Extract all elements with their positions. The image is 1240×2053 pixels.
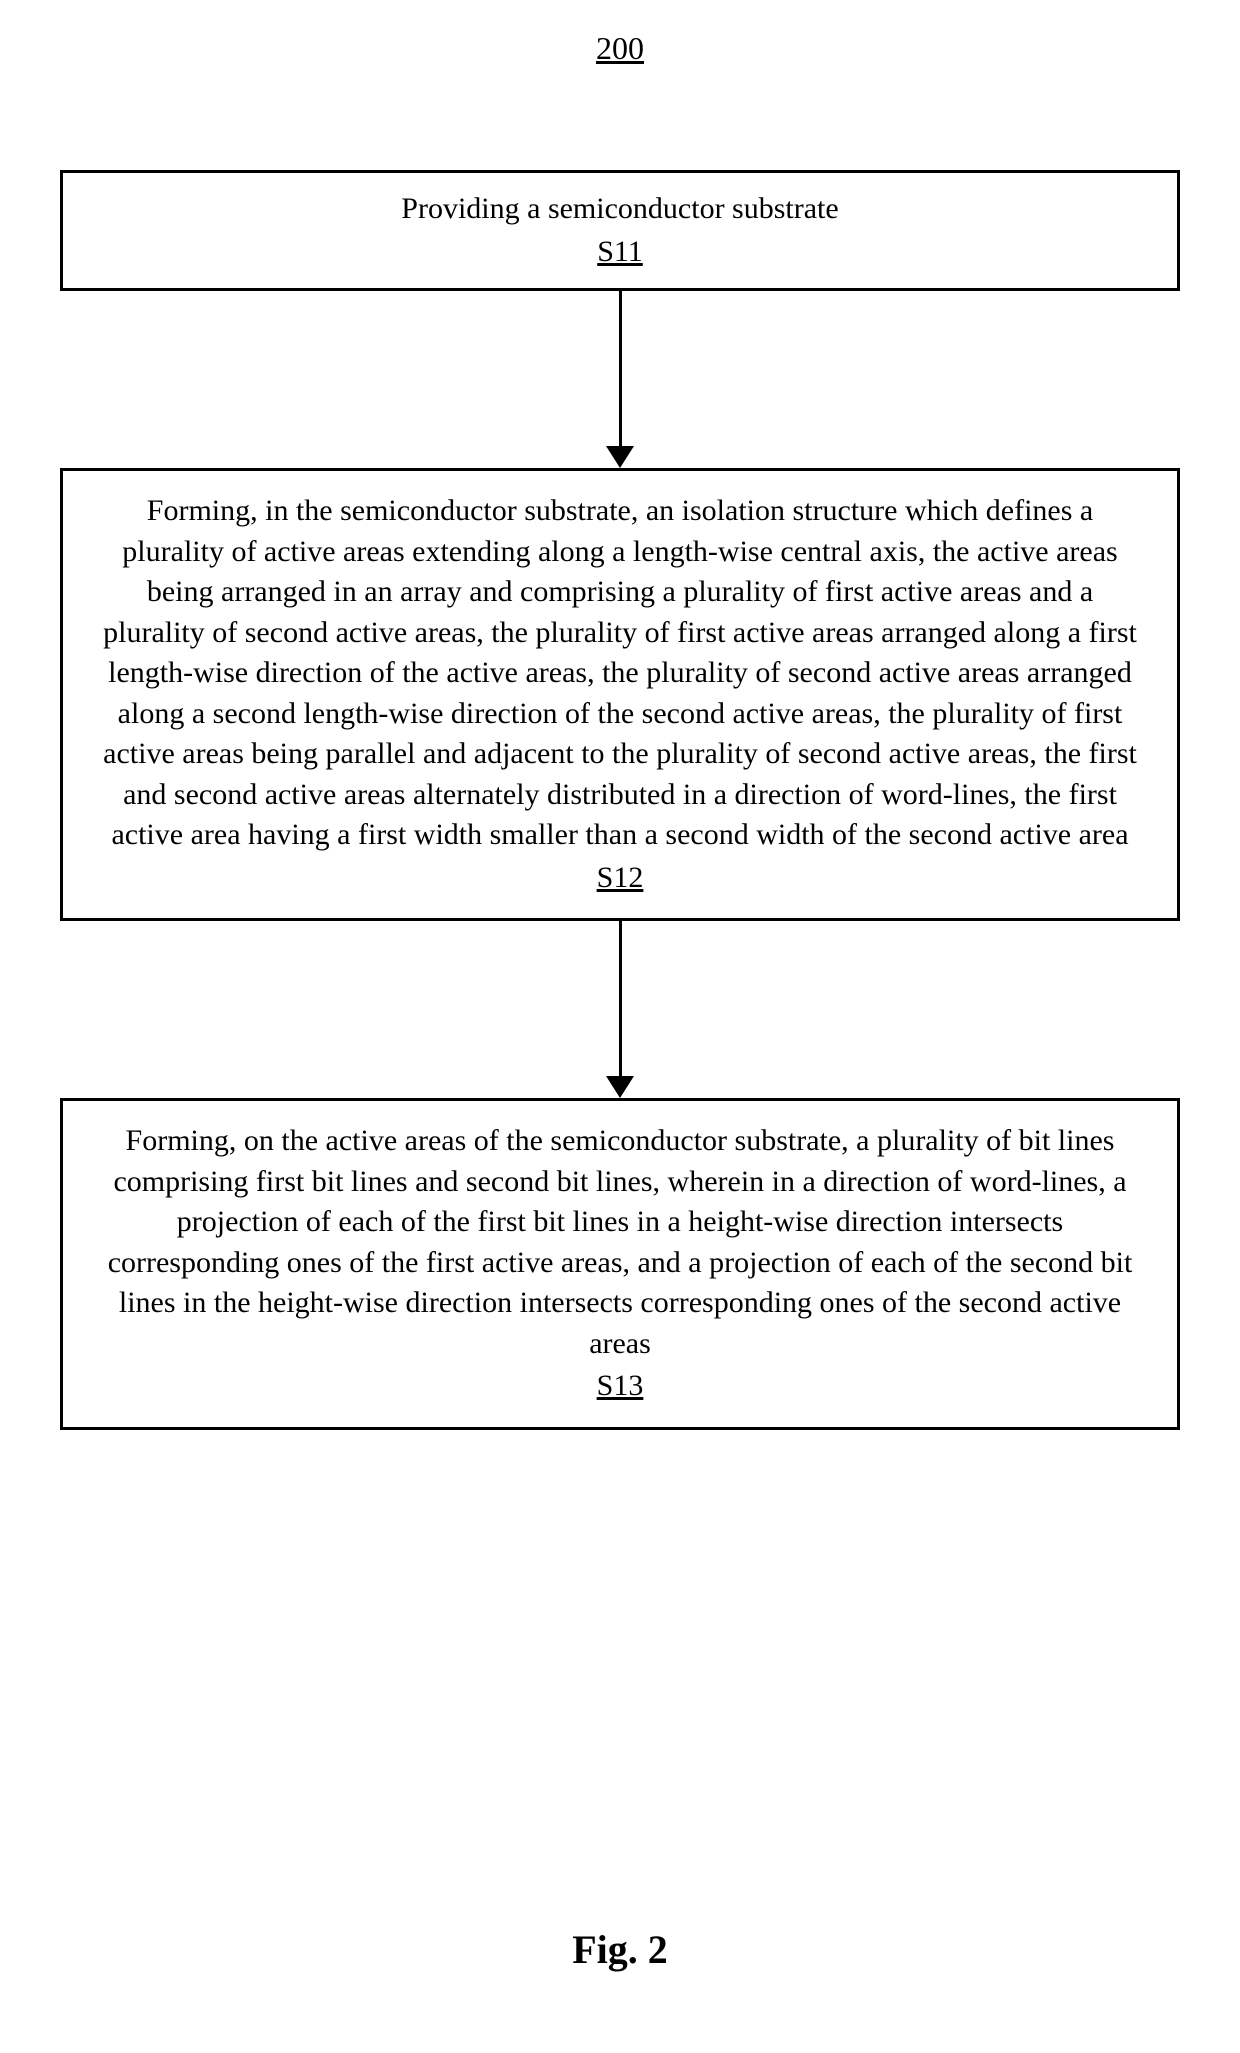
step-box-s11: Providing a semiconductor substrate S11 xyxy=(60,170,1180,291)
step-box-s13: Forming, on the active areas of the semi… xyxy=(60,1098,1180,1430)
arrow-line xyxy=(619,291,622,446)
figure-number: 200 xyxy=(596,30,644,67)
step-id: S11 xyxy=(93,232,1147,273)
flowchart: Providing a semiconductor substrate S11 … xyxy=(60,170,1180,1430)
step-text: Forming, on the active areas of the semi… xyxy=(93,1121,1147,1364)
arrow-head-icon xyxy=(606,1076,634,1098)
step-box-s12: Forming, in the semiconductor substrate,… xyxy=(60,468,1180,921)
arrow-icon xyxy=(605,921,635,1098)
arrow-head-icon xyxy=(606,446,634,468)
step-text: Providing a semiconductor substrate xyxy=(93,189,1147,230)
figure-container: 200 Providing a semiconductor substrate … xyxy=(0,0,1240,2053)
step-id: S12 xyxy=(93,858,1147,899)
arrow-icon xyxy=(605,291,635,468)
arrow-line xyxy=(619,921,622,1076)
step-text: Forming, in the semiconductor substrate,… xyxy=(93,491,1147,856)
step-id: S13 xyxy=(93,1366,1147,1407)
figure-caption: Fig. 2 xyxy=(572,1926,668,1973)
